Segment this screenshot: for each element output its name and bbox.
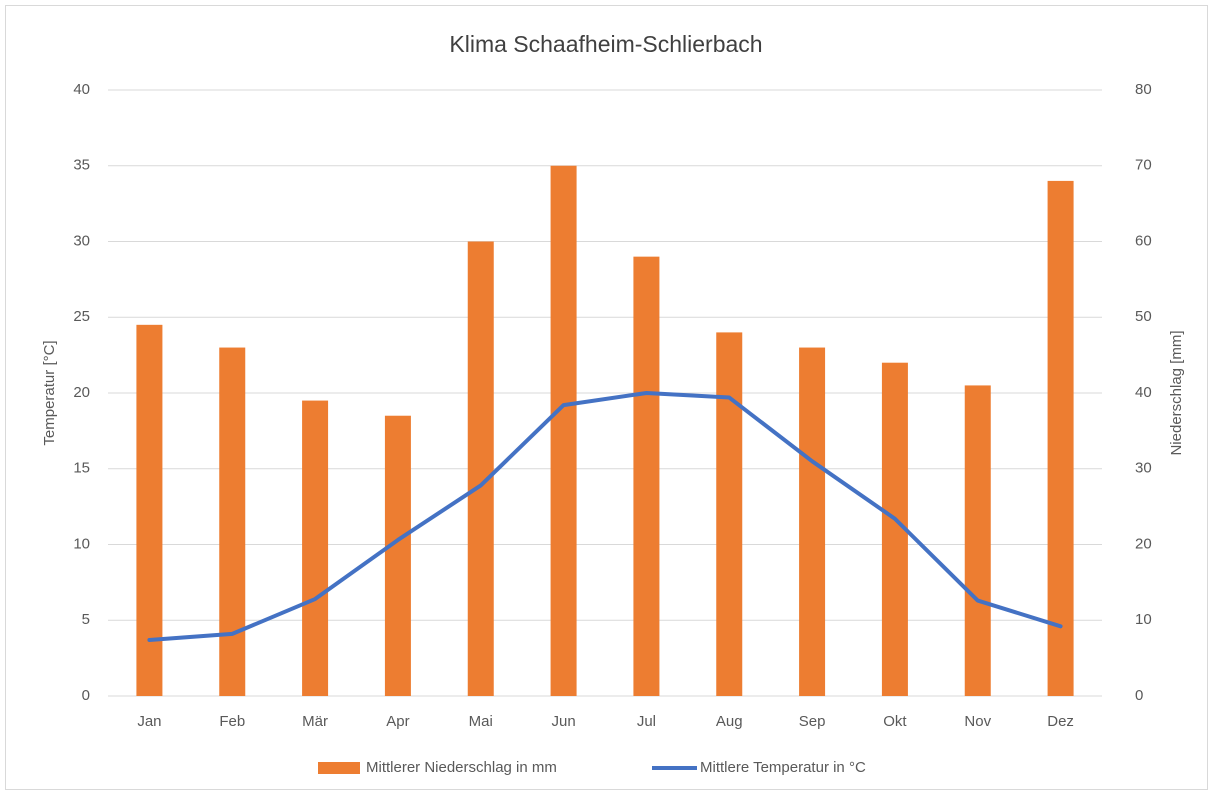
x-tick-label: Feb [219, 713, 245, 730]
bar [716, 332, 743, 696]
y-tick-label: 5 [82, 611, 90, 628]
bar [136, 324, 163, 696]
y2-tick-label: 30 [1135, 460, 1152, 477]
y-tick-label: 30 [73, 232, 90, 249]
y2-tick-label: 60 [1135, 232, 1152, 249]
bar [384, 415, 411, 696]
y-tick-label: 40 [73, 81, 90, 98]
bar [964, 385, 991, 696]
x-tick-label: Mär [302, 713, 328, 730]
x-tick-label: Nov [964, 713, 991, 730]
y2-tick-label: 40 [1135, 384, 1152, 401]
x-tick-label: Apr [386, 713, 409, 730]
bar [1047, 180, 1074, 696]
y-tick-label: 0 [82, 687, 90, 704]
y-tick-label: 20 [73, 384, 90, 401]
bar [467, 241, 494, 696]
x-tick-label: Okt [883, 713, 907, 730]
y2-axis-label: Niederschlag [mm] [1168, 330, 1185, 455]
bar [302, 400, 329, 696]
y2-tick-label: 50 [1135, 308, 1152, 325]
y-tick-label: 15 [73, 460, 90, 477]
y-axis-label: Temperatur [°C] [41, 340, 58, 445]
y2-tick-label: 20 [1135, 535, 1152, 552]
bar [799, 347, 826, 696]
y2-tick-label: 0 [1135, 687, 1143, 704]
y-tick-label: 35 [73, 157, 90, 174]
x-tick-label: Dez [1047, 713, 1074, 730]
line [147, 391, 1063, 642]
x-tick-label: Jul [637, 713, 656, 730]
bar [550, 165, 577, 696]
y-tick-label: 25 [73, 308, 90, 325]
chart-title: Klima Schaafheim-Schlierbach [449, 31, 762, 57]
x-tick-label: Jun [551, 713, 575, 730]
x-tick-label: Aug [716, 713, 743, 730]
x-tick-label: Jan [137, 713, 161, 730]
y2-tick-label: 80 [1135, 81, 1152, 98]
y-tick-label: 10 [73, 535, 90, 552]
bar [219, 347, 246, 696]
y2-tick-label: 10 [1135, 611, 1152, 628]
legend-label: Mittlere Temperatur in °C [700, 759, 866, 776]
y2-tick-label: 70 [1135, 157, 1152, 174]
legend-label: Mittlerer Niederschlag in mm [366, 759, 557, 776]
x-tick-label: Sep [799, 713, 826, 730]
bar [633, 256, 660, 696]
legend-swatch [318, 762, 360, 774]
x-tick-label: Mai [469, 713, 493, 730]
